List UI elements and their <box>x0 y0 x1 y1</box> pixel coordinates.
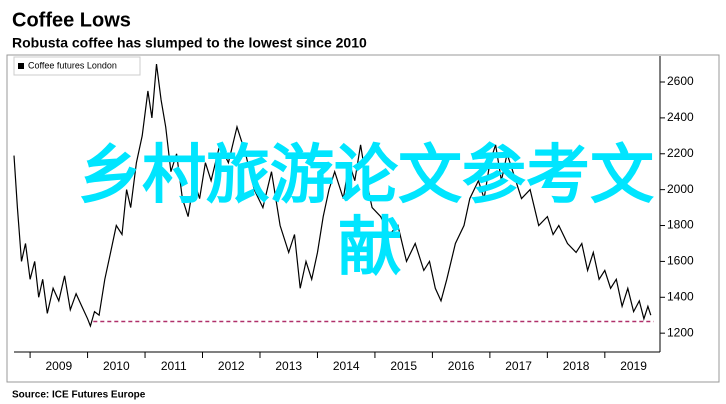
x-tick-label: 2016 <box>448 359 475 373</box>
x-tick-label: 2013 <box>275 359 302 373</box>
x-tick-label: 2017 <box>505 359 532 373</box>
overlay-text: 乡村旅游论文参考文 <box>78 139 654 211</box>
x-tick-label: 2019 <box>620 359 647 373</box>
x-tick-label: 2011 <box>161 359 187 373</box>
x-tick-label: 2012 <box>218 359 245 373</box>
y-tick-label: 2000 <box>667 182 694 196</box>
y-tick-label: 2400 <box>667 110 694 124</box>
x-tick-label: 2009 <box>45 359 72 373</box>
y-tick-label: 1200 <box>667 325 694 339</box>
legend-box <box>13 56 141 76</box>
x-tick-label: 2010 <box>103 359 130 373</box>
x-tick-label: 2018 <box>563 359 590 373</box>
overlay-text: 献 <box>338 211 402 283</box>
series-line <box>13 64 652 328</box>
plot-frame <box>6 54 720 383</box>
x-tick-label: 2014 <box>333 359 360 373</box>
source: Source: ICE Futures Europe <box>12 390 146 401</box>
y-tick-label: 1600 <box>667 254 694 268</box>
y-tick-label: 1400 <box>667 289 694 303</box>
x-tick-label: 2015 <box>390 359 417 373</box>
y-tick-label: 1800 <box>667 218 694 232</box>
legend-swatch <box>18 63 24 69</box>
chart-title: Coffee Lows <box>12 9 131 31</box>
y-tick-label: 2200 <box>667 146 694 160</box>
chart-subtitle: Robusta coffee has slumped to the lowest… <box>12 35 367 51</box>
legend-label: Coffee futures London <box>28 60 117 70</box>
y-tick-label: 2600 <box>667 74 694 88</box>
